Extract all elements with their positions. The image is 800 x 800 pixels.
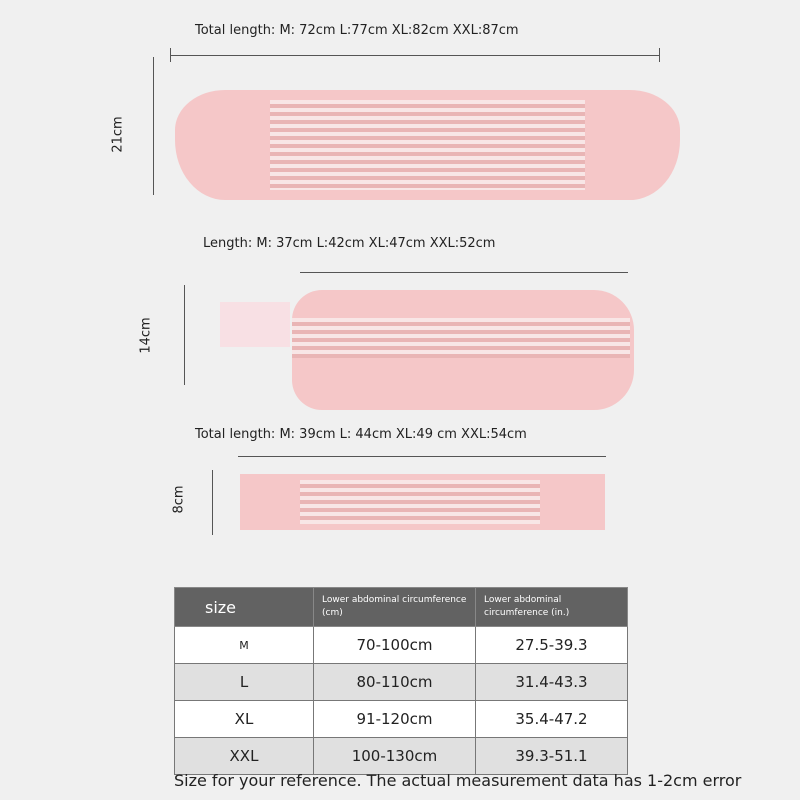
cell: 100-130cm [313, 737, 476, 775]
cell: 80-110cm [313, 663, 476, 701]
belt2-height-line [184, 285, 185, 385]
cell: 27.5-39.3 [475, 626, 628, 664]
belt1-length-line [170, 55, 660, 56]
header-size: size [174, 587, 314, 627]
belt2-tab [220, 302, 290, 347]
cell: 39.3-51.1 [475, 737, 628, 775]
table-row: L 80-110cm 31.4-43.3 [174, 663, 628, 701]
belt1-height-line [153, 57, 154, 195]
cell: 91-120cm [313, 700, 476, 738]
table-row: XXL 100-130cm 39.3-51.1 [174, 737, 628, 775]
footnote: Size for your reference. The actual meas… [174, 771, 742, 790]
belt3-image [240, 474, 605, 530]
cell: 31.4-43.3 [475, 663, 628, 701]
header-in: Lower abdominal circumference (in.) [475, 587, 628, 627]
belt1-height-label: 21cm [110, 116, 126, 153]
cell: XL [174, 700, 314, 738]
cell: XXL [174, 737, 314, 775]
cell: L [174, 663, 314, 701]
belt3-height-line [212, 470, 213, 535]
header-cm: Lower abdominal circumference (cm) [313, 587, 476, 627]
tick [170, 48, 171, 62]
belt3-height-label: 8cm [171, 485, 187, 514]
belt3-length-label: Total length: M: 39cm L: 44cm XL:49 cm X… [195, 427, 527, 442]
belt3-length-line [238, 456, 606, 457]
cell: 35.4-47.2 [475, 700, 628, 738]
belt1-length-label: Total length: M: 72cm L:77cm XL:82cm XXL… [195, 23, 519, 38]
cell: M [174, 626, 314, 664]
tick [659, 48, 660, 62]
belt2-height-label: 14cm [138, 317, 154, 354]
cell: 70-100cm [313, 626, 476, 664]
belt2-image [292, 290, 634, 410]
table-row: XL 91-120cm 35.4-47.2 [174, 700, 628, 738]
belt1-image [175, 90, 680, 200]
size-table: size Lower abdominal circumference (cm) … [174, 587, 628, 775]
belt2-length-label: Length: M: 37cm L:42cm XL:47cm XXL:52cm [203, 236, 496, 251]
table-row: M 70-100cm 27.5-39.3 [174, 626, 628, 664]
belt2-length-line [300, 272, 628, 273]
